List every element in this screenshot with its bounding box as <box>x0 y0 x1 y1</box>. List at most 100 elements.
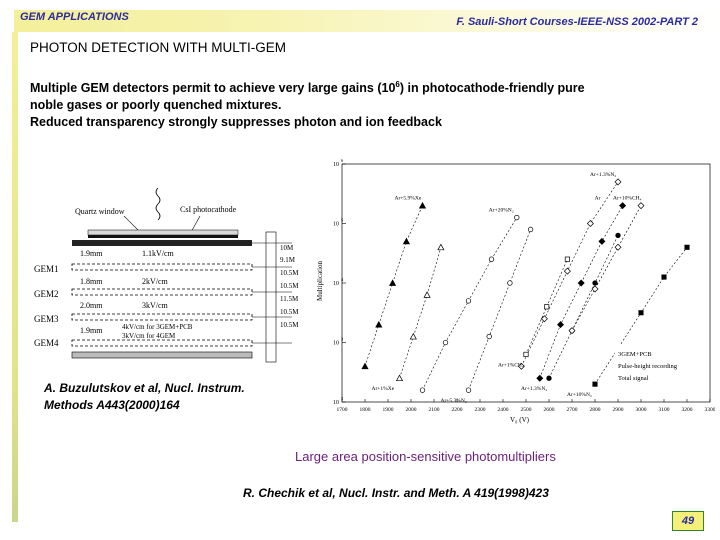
y-tick-label: 10 <box>333 400 339 406</box>
data-point <box>389 279 397 286</box>
field-3: 3kV/cm <box>142 301 169 310</box>
intro-line-1-sup: 6 <box>395 80 400 89</box>
page-number-badge: 49 <box>672 511 704 531</box>
photon-wave-icon <box>155 187 161 221</box>
data-point <box>598 237 606 245</box>
y-tick-label: 10 <box>333 162 339 168</box>
x-tick-label: 1700 <box>337 407 348 413</box>
series-line <box>468 229 531 391</box>
resistor-1: 10M <box>280 244 294 252</box>
series-line <box>364 205 423 367</box>
data-point <box>638 310 644 316</box>
data-point <box>419 387 426 393</box>
citation-chechik: R. Chechik et al, Nucl. Instr. and Meth.… <box>243 486 549 500</box>
data-point <box>619 202 627 210</box>
data-point <box>684 244 690 250</box>
citation-1-line-2: Methods A443(2000)164 <box>44 398 180 412</box>
data-point <box>488 256 495 262</box>
x-tick-label: 3300 <box>705 407 716 413</box>
y-axis-label: Multiplication <box>316 260 324 301</box>
series-line <box>399 247 442 379</box>
data-point <box>637 202 645 210</box>
series-label: Ar+1%CH₄ <box>498 362 524 368</box>
x-tick-label: 2200 <box>452 407 463 413</box>
caption-text: Large area position-sensitive photomulti… <box>295 449 556 464</box>
intro-line-1: Multiple GEM detectors permit to achieve… <box>30 76 690 97</box>
x-tick-label: 2000 <box>406 407 417 413</box>
series-label: Ar+1.3%N₂ <box>590 172 616 178</box>
csi-photocathode <box>88 235 238 238</box>
gem2-label: GEM2 <box>34 289 59 299</box>
quartz-window <box>87 229 239 236</box>
data-point <box>557 321 564 329</box>
y-tick-exponent: 6 <box>341 158 344 163</box>
x-tick-label: 1900 <box>383 407 394 413</box>
x-axis-label: V₀ (V) <box>510 416 530 424</box>
series-label: Ar+10%N₂ <box>567 392 592 398</box>
data-point <box>544 304 550 310</box>
gem4-label: GEM4 <box>34 338 59 348</box>
data-point <box>517 362 525 370</box>
field-4b: 3kV/cm for 4GEM <box>122 332 176 340</box>
data-point <box>615 232 621 239</box>
data-point <box>465 298 472 304</box>
intro-line-3: Reduced transparency strongly suppresses… <box>30 115 442 130</box>
x-tick-label: 2500 <box>521 407 532 413</box>
data-point <box>591 285 599 293</box>
data-point <box>540 315 548 323</box>
data-point <box>614 243 622 251</box>
data-point <box>568 327 576 335</box>
data-point <box>592 280 598 286</box>
quartz-window-label: Quartz window <box>75 207 125 216</box>
x-tick-label: 2800 <box>590 407 601 413</box>
series-label: Ar <box>595 196 601 202</box>
x-tick-label: 3200 <box>682 407 693 413</box>
quartz-pointer <box>123 215 141 233</box>
data-point <box>527 226 534 233</box>
gain-chart: Multiplication V₀ (V) 1700 1800 1900 2000 21… <box>316 158 716 424</box>
citation-1-line-1: A. Buzulutskov et al, Nucl. Instrum. <box>44 381 245 395</box>
data-point <box>523 351 529 357</box>
header-right-title: F. Sauli-Short Courses-IEEE-NSS 2002-PAR… <box>456 16 698 28</box>
citation-buzulutskov: A. Buzulutskov et al, Nucl. Instrum. Met… <box>44 380 245 414</box>
cathode-plane <box>72 240 252 246</box>
gap-3: 2.0mm <box>80 301 103 310</box>
data-point <box>661 274 667 280</box>
y-tick-exponent: 5 <box>341 218 344 223</box>
x-tick-label: 1800 <box>360 407 371 413</box>
series-line <box>571 205 642 331</box>
data-point <box>423 291 431 298</box>
legend-line-2: Pulse-height recording <box>618 363 678 370</box>
x-tick-label: 3100 <box>659 407 670 413</box>
resistor-6: 10.5M <box>280 308 299 316</box>
intro-line-1-post: ) in photocathode-friendly pure <box>399 81 585 96</box>
gem2-foil <box>71 288 253 296</box>
resistor-2: 9.1M <box>280 256 296 264</box>
gap-4: 1.9mm <box>80 326 103 335</box>
data-point <box>586 220 594 227</box>
data-point <box>592 381 598 387</box>
series-label: Ar+10%CH₄ <box>613 196 642 202</box>
series-label: Ar+1.3%N₂ <box>521 386 547 392</box>
left-accent-bar <box>12 32 18 522</box>
gem4-foil <box>71 339 253 347</box>
data-point <box>465 387 472 393</box>
legend-line-3: Total signal <box>618 375 649 382</box>
series-label: Ar+20%N₂ <box>489 208 514 214</box>
resistor-5: 11.5M <box>280 295 299 303</box>
resistor-3: 10.5M <box>280 269 299 277</box>
slide-title: PHOTON DETECTION WITH MULTI-GEM <box>30 40 286 55</box>
data-point <box>514 214 520 221</box>
x-tick-label: 2100 <box>429 407 440 413</box>
data-point <box>563 267 571 275</box>
x-tick-label: 2600 <box>544 407 555 413</box>
data-point <box>546 375 552 381</box>
data-point <box>614 178 622 186</box>
field-2: 2kV/cm <box>142 277 169 286</box>
data-point <box>361 362 369 370</box>
data-point <box>375 320 383 328</box>
y-tick-exponent: 4 <box>341 277 344 282</box>
legend-line-1: 3GEM+PCB <box>618 351 652 358</box>
gap-2: 1.8mm <box>80 277 103 286</box>
intro-text: Multiple GEM detectors permit to achieve… <box>30 76 690 131</box>
